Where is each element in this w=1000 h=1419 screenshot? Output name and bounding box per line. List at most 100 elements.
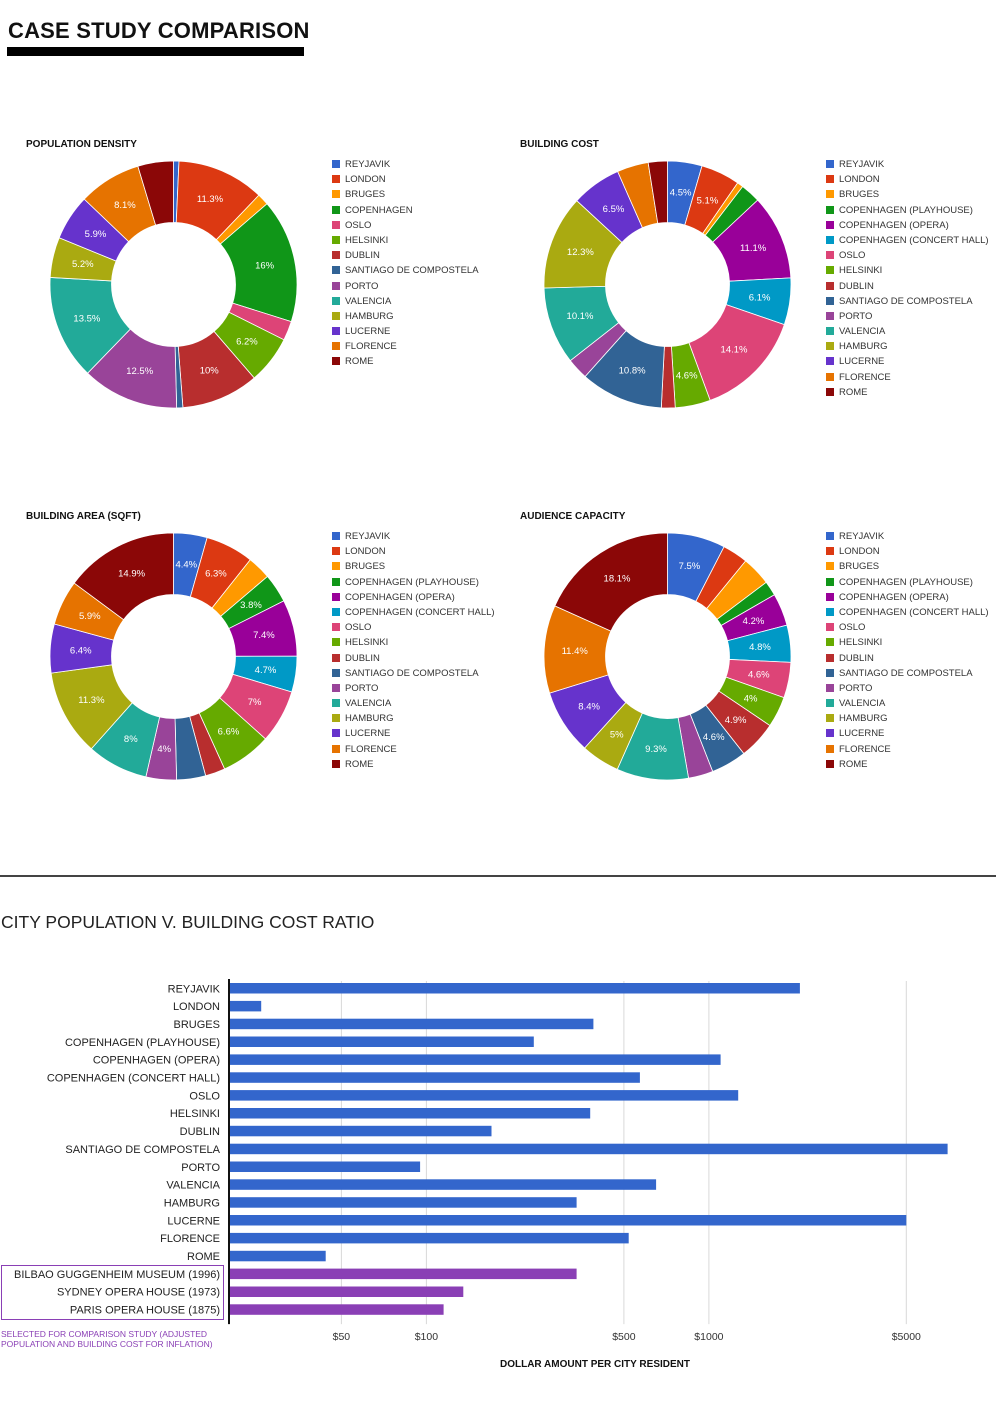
building-cost-legend: REYJAVIK LONDON BRUGES COPENHAGEN (PLAYHOUS… — [826, 159, 989, 402]
slice-rome — [73, 532, 174, 621]
legend-item-santiago-de-compostela: SANTIAGO DE COMPOSTELA — [332, 265, 479, 280]
legend-item-copenhagen-opera: COPENHAGEN (OPERA) — [826, 220, 989, 235]
legend-label: REYJAVIK — [345, 531, 391, 542]
legend-swatch — [332, 327, 340, 336]
slice-label-lucerne: 8.4% — [578, 702, 600, 713]
legend-item-bruges: BRUGES — [826, 189, 989, 204]
legend-item-helsinki: HELSINKI — [332, 637, 495, 652]
legend-swatch — [332, 577, 340, 586]
slice-label-copenhagen-opera: 4.2% — [743, 616, 765, 627]
legend-swatch — [826, 607, 834, 616]
bar-bilbao-guggenheim-museum-1996 — [229, 1268, 577, 1280]
audience-capacity-panel: AUDIENCE CAPACITY 7.5% 4.2% 4.8% 4.6% 4% 4.9%… — [520, 511, 1000, 811]
legend-swatch — [826, 759, 834, 768]
legend-label: BRUGES — [345, 189, 386, 201]
legend-item-reyjavik: REYJAVIK — [332, 531, 495, 546]
legend-item-copenhagen-concert-hall: COPENHAGEN (CONCERT HALL) — [826, 235, 989, 250]
legend-label: PORTO — [839, 310, 873, 322]
legend-swatch — [826, 592, 834, 601]
legend-label: LONDON — [345, 174, 386, 186]
legend-item-hamburg: HAMBURG — [332, 713, 495, 728]
category-label-copenhagen-playhouse: COPENHAGEN (PLAYHOUSE) — [65, 1037, 220, 1049]
legend-item-copenhagen-playhouse: COPENHAGEN (PLAYHOUSE) — [826, 577, 989, 592]
legend-item-florence: FLORENCE — [826, 372, 989, 387]
legend-label: ROME — [839, 758, 868, 770]
category-label-helsinki: HELSINKI — [170, 1108, 220, 1120]
legend-item-porto: PORTO — [826, 683, 989, 698]
legend-swatch — [332, 623, 340, 632]
legend-label: REYJAVIK — [345, 159, 391, 170]
slice-label-copenhagen-concert-hall: 4.8% — [749, 642, 771, 653]
bar-copenhagen-opera — [229, 1054, 721, 1065]
legend-item-florence: FLORENCE — [332, 744, 495, 759]
legend-item-rome: ROME — [826, 387, 989, 402]
legend-item-bruges: BRUGES — [332, 561, 495, 576]
legend-swatch — [332, 311, 340, 320]
slice-label-copenhagen-concert-hall: 4.7% — [255, 665, 277, 676]
legend-label: DUBLIN — [839, 280, 874, 292]
slice-label-london: 6.3% — [205, 569, 227, 580]
legend-swatch — [332, 547, 340, 556]
legend-swatch — [826, 190, 834, 199]
legend-item-bruges: BRUGES — [826, 561, 989, 576]
slice-label-valencia: 13.5% — [73, 313, 100, 324]
legend-label: COPENHAGEN — [345, 204, 413, 216]
legend-item-rome: ROME — [826, 759, 989, 774]
legend-swatch — [826, 683, 834, 692]
legend-swatch — [826, 235, 834, 244]
legend-swatch — [332, 251, 340, 260]
legend-item-valencia: VALENCIA — [332, 296, 479, 311]
legend-label: COPENHAGEN (PLAYHOUSE) — [839, 576, 973, 588]
legend-item-copenhagen-opera: COPENHAGEN (OPERA) — [826, 592, 989, 607]
legend-label: DUBLIN — [839, 652, 874, 664]
legend-label: LUCERNE — [839, 356, 885, 368]
category-label-copenhagen-concert-hall: COPENHAGEN (CONCERT HALL) — [47, 1073, 220, 1085]
category-label-valencia: VALENCIA — [166, 1180, 220, 1192]
slice-label-hamburg: 5.2% — [72, 259, 94, 270]
legend-label: COPENHAGEN (OPERA) — [839, 219, 949, 231]
legend-label: REYJAVIK — [839, 159, 885, 170]
legend-label: ROME — [839, 386, 868, 398]
legend-swatch — [332, 638, 340, 647]
legend-label: PORTO — [345, 682, 379, 694]
slice-label-valencia: 9.3% — [645, 744, 667, 755]
legend-swatch — [826, 562, 834, 571]
legend-label: OSLO — [345, 622, 372, 634]
bar-paris-opera-house-1875 — [229, 1304, 444, 1315]
legend-swatch — [332, 714, 340, 723]
legend-label: LONDON — [839, 174, 880, 186]
legend-swatch — [332, 281, 340, 290]
legend-item-copenhagen-concert-hall: COPENHAGEN (CONCERT HALL) — [332, 607, 495, 622]
legend-item-porto: PORTO — [332, 683, 495, 698]
legend-swatch — [332, 744, 340, 753]
legend-label: SANTIAGO DE COMPOSTELA — [345, 265, 479, 277]
legend-item-bruges: BRUGES — [332, 189, 479, 204]
x-tick-label: $500 — [612, 1331, 636, 1343]
legend-label: PORTO — [345, 280, 379, 292]
legend-label: HELSINKI — [345, 637, 389, 649]
slice-label-oslo: 4.6% — [748, 669, 770, 680]
bar-bruges — [229, 1018, 594, 1030]
legend-item-oslo: OSLO — [332, 220, 479, 235]
legend-label: COPENHAGEN (CONCERT HALL) — [345, 606, 495, 618]
legend-label: OSLO — [839, 622, 866, 634]
legend-swatch — [826, 357, 834, 366]
legend-swatch — [332, 220, 340, 229]
legend-item-oslo: OSLO — [826, 622, 989, 637]
legend-item-london: LONDON — [332, 174, 479, 189]
legend-label: FLORENCE — [839, 743, 891, 755]
building-area-panel: BUILDING AREA (SQFT) 4.4% 6.3% 3.8% 7.4% 4.7… — [26, 511, 516, 811]
category-label-london: LONDON — [173, 1001, 220, 1013]
slice-label-valencia: 8% — [124, 734, 138, 745]
slice-label-porto: 12.5% — [126, 366, 153, 377]
legend-item-rome: ROME — [332, 356, 479, 371]
bar-helsinki — [229, 1108, 591, 1119]
slice-label-hamburg: 5% — [610, 729, 624, 740]
building-cost-donut: 4.5% 5.1% 11.1% 6.1% 14.1% 4.6% 10.8% 10.1% 12.3… — [543, 160, 792, 409]
category-label-santiago-de-compostela: SANTIAGO DE COMPOSTELA — [65, 1144, 220, 1156]
legend-swatch — [826, 220, 834, 229]
slice-label-florence: 8.1% — [114, 200, 136, 211]
legend-item-dublin: DUBLIN — [826, 653, 989, 668]
legend-label: ROME — [345, 356, 374, 368]
